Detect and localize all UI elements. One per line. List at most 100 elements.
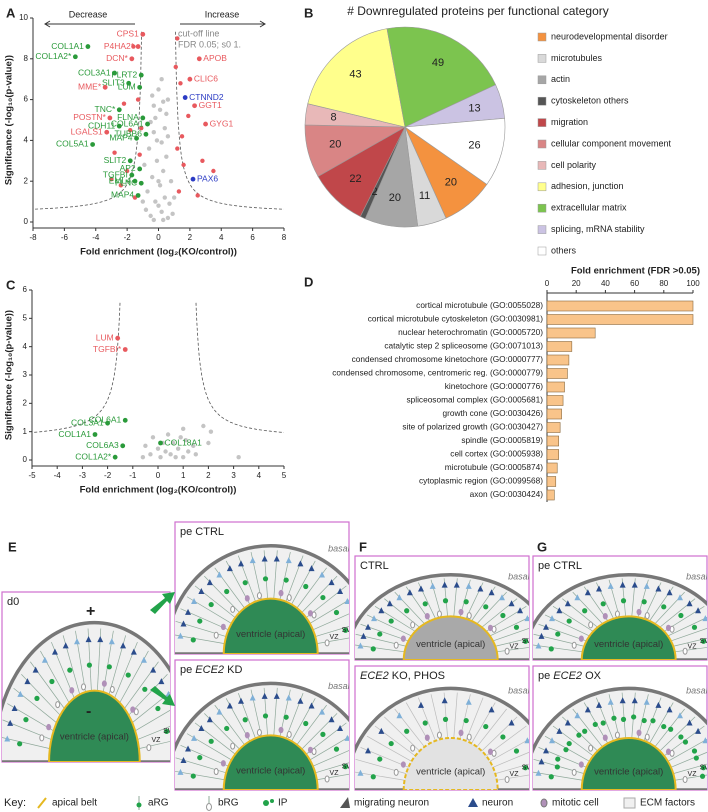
y-tick-label: 6 <box>23 285 28 294</box>
box-title: CTRL <box>360 560 389 572</box>
slice-label: 26 <box>468 140 480 152</box>
zone-label: VZ <box>151 737 161 744</box>
bRG-cell <box>213 768 219 776</box>
point-label: MAP4 <box>111 190 134 200</box>
zone-label: SVZ <box>163 728 177 735</box>
radial-fiber <box>673 763 707 774</box>
cortex-schematic: ventricle (apical)CPIZSVZVZbasalpe ECE2 … <box>533 670 707 790</box>
neuron <box>488 589 495 596</box>
mitotic-cell <box>400 761 406 768</box>
key-title: Key: <box>4 797 26 809</box>
x-tick-label: -3 <box>79 471 87 480</box>
mitotic-cell <box>46 723 52 731</box>
ventricle-label: ventricle (apical) <box>236 629 305 640</box>
radial-fiber <box>137 726 170 740</box>
point <box>175 446 181 451</box>
neuron <box>695 607 702 614</box>
labeled-point <box>137 166 143 172</box>
ip-cell <box>422 601 428 607</box>
bar <box>546 449 559 460</box>
neuron <box>498 594 505 601</box>
volcano-panel: C -5 -4 -3 -2 -1 0 1 2 3 4 5 0 1 2 3 4 5 6 Fold enrichment … <box>4 277 287 495</box>
point <box>195 193 200 198</box>
zone-label: VZ <box>330 770 340 777</box>
y-tick-label: 2 <box>23 398 28 407</box>
y-tick-label: 8 <box>24 54 29 63</box>
point <box>148 213 153 219</box>
x-tick-label: -1 <box>129 471 137 480</box>
zone-label: VZ <box>330 634 340 641</box>
ip-cell <box>463 599 469 605</box>
key-item: ECM factors <box>623 797 695 809</box>
point-label: APOB <box>203 53 227 63</box>
neuron <box>158 678 165 685</box>
point <box>151 217 156 223</box>
radial-fiber <box>495 637 529 647</box>
point <box>153 199 158 204</box>
y-tick-label: spindle (GO:0005819) <box>461 435 543 445</box>
cutoff-line <box>175 31 285 210</box>
y-tick-label: growth cone (GO:0030426) <box>442 408 543 418</box>
y-tick-label: 2 <box>24 176 29 185</box>
labeled-point <box>135 193 141 198</box>
ip-cell <box>404 608 410 614</box>
point <box>167 201 172 206</box>
neuron <box>666 706 673 713</box>
radial-fiber <box>673 637 707 647</box>
neuron <box>226 702 233 709</box>
ip-cell <box>548 646 554 652</box>
ip-cell <box>576 732 582 738</box>
point <box>181 162 186 168</box>
point <box>165 215 171 221</box>
annotation: FDR 0.05; s0 1. <box>178 39 241 49</box>
x-tick-label: -2 <box>104 471 112 480</box>
ip-cell <box>388 618 394 624</box>
labeled-point <box>143 131 149 137</box>
neuron <box>318 571 325 578</box>
legend-label: splicing, mRNA stability <box>551 224 645 234</box>
bRG-cell <box>436 731 442 739</box>
neuron <box>337 588 344 595</box>
y-tick-label: site of polarized growth (GO:0030427) <box>402 422 543 432</box>
ip-cell <box>691 624 698 630</box>
legend-swatch <box>537 161 547 170</box>
neuron <box>318 708 325 715</box>
radial-fiber <box>465 697 484 741</box>
bRG-cell <box>644 612 650 620</box>
ip-cell <box>283 714 289 720</box>
point <box>137 152 142 157</box>
y-tick-label: kinetochore (GO:0000776) <box>445 381 543 391</box>
point <box>168 452 173 457</box>
neuron <box>108 638 115 645</box>
x-tick-label: 4 <box>219 233 224 242</box>
labeled-point <box>126 80 132 86</box>
chart-title: # Downregulated proteins per functional … <box>347 4 609 18</box>
bRG-cell <box>55 701 61 709</box>
bRG-cell <box>571 768 577 776</box>
ip-cell <box>49 678 55 685</box>
ip-cell <box>620 598 627 604</box>
basal-label: basal <box>508 686 531 696</box>
ip-cell <box>582 608 588 614</box>
ventricle <box>222 597 319 654</box>
neuron <box>150 666 157 673</box>
cortex-schematic: ventricle (apical)CPIZSVZVZbasalpe ECE2 … <box>175 664 349 790</box>
neuron <box>556 607 563 614</box>
ip-cell <box>155 705 161 712</box>
legend-label: neurodevelopmental disorder <box>551 31 668 41</box>
point-label: PAX6 <box>197 173 218 183</box>
x-tick-label: 3 <box>231 471 236 480</box>
ip-cell <box>404 728 410 734</box>
x-tick-label: 0 <box>156 233 161 242</box>
title-part: ECE2 <box>195 664 224 676</box>
legend-swatch <box>537 139 547 149</box>
point <box>143 443 148 449</box>
radial-fiber <box>366 735 412 762</box>
neuron <box>535 769 542 776</box>
neuron <box>328 716 335 723</box>
point-label: CPS1 <box>117 29 139 39</box>
ip-cell <box>303 583 309 590</box>
labeled-point <box>129 172 135 178</box>
bRG-cell <box>324 639 330 647</box>
labeled-point <box>72 54 78 60</box>
